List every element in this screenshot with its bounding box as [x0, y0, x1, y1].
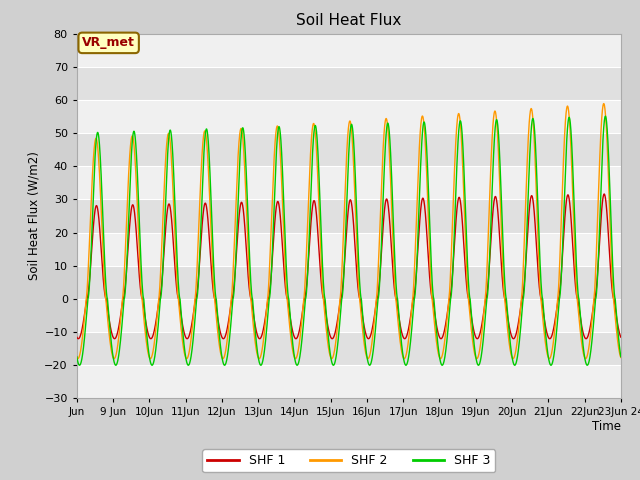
Bar: [77, 266, 621, 299]
Bar: [77, 332, 621, 365]
Text: VR_met: VR_met: [82, 36, 135, 49]
Bar: [77, 299, 621, 332]
Bar: [77, 166, 621, 199]
Bar: [77, 67, 621, 100]
Bar: [77, 365, 621, 398]
Legend: SHF 1, SHF 2, SHF 3: SHF 1, SHF 2, SHF 3: [202, 449, 495, 472]
Bar: [77, 233, 621, 266]
Bar: [77, 100, 621, 133]
Bar: [77, 34, 621, 67]
Bar: [77, 199, 621, 233]
Y-axis label: Soil Heat Flux (W/m2): Soil Heat Flux (W/m2): [27, 152, 40, 280]
X-axis label: Time: Time: [592, 420, 621, 433]
Bar: [77, 133, 621, 166]
Title: Soil Heat Flux: Soil Heat Flux: [296, 13, 401, 28]
